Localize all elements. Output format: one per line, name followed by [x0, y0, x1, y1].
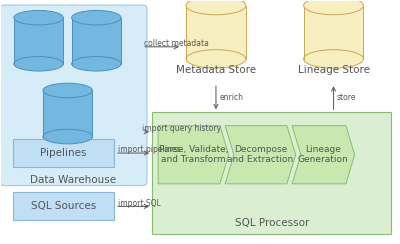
- Polygon shape: [225, 126, 296, 184]
- Text: enrich: enrich: [219, 93, 243, 102]
- Polygon shape: [292, 126, 355, 184]
- Polygon shape: [14, 18, 63, 64]
- Ellipse shape: [304, 0, 364, 15]
- Text: Decompose
and Extraction: Decompose and Extraction: [227, 145, 294, 164]
- Text: SQL Sources: SQL Sources: [31, 201, 96, 211]
- Polygon shape: [72, 18, 121, 64]
- Ellipse shape: [72, 57, 121, 71]
- Text: Pipelines: Pipelines: [40, 148, 87, 158]
- Ellipse shape: [14, 57, 63, 71]
- FancyBboxPatch shape: [13, 139, 114, 167]
- Polygon shape: [43, 91, 92, 137]
- Text: Lineage
Generation: Lineage Generation: [298, 145, 349, 164]
- Text: import pipelines: import pipelines: [118, 145, 181, 154]
- Ellipse shape: [304, 50, 364, 68]
- Text: Parse, Validate,
and Transform: Parse, Validate, and Transform: [159, 145, 228, 164]
- Ellipse shape: [186, 0, 246, 15]
- Ellipse shape: [72, 10, 121, 25]
- Text: collect metadata: collect metadata: [144, 39, 209, 48]
- Ellipse shape: [14, 10, 63, 25]
- FancyBboxPatch shape: [152, 112, 391, 234]
- FancyBboxPatch shape: [0, 5, 147, 186]
- Ellipse shape: [43, 83, 92, 98]
- Text: Metadata Store: Metadata Store: [176, 65, 256, 75]
- Polygon shape: [158, 126, 229, 184]
- Text: SQL Processor: SQL Processor: [234, 218, 309, 228]
- Text: import query history: import query history: [142, 123, 221, 132]
- Text: Lineage Store: Lineage Store: [298, 65, 370, 75]
- Polygon shape: [186, 6, 246, 59]
- Ellipse shape: [186, 50, 246, 68]
- FancyBboxPatch shape: [13, 192, 114, 220]
- Text: store: store: [337, 93, 356, 102]
- Polygon shape: [304, 6, 364, 59]
- Text: import SQL: import SQL: [118, 199, 161, 208]
- Ellipse shape: [43, 129, 92, 144]
- Text: Data Warehouse: Data Warehouse: [30, 175, 116, 185]
